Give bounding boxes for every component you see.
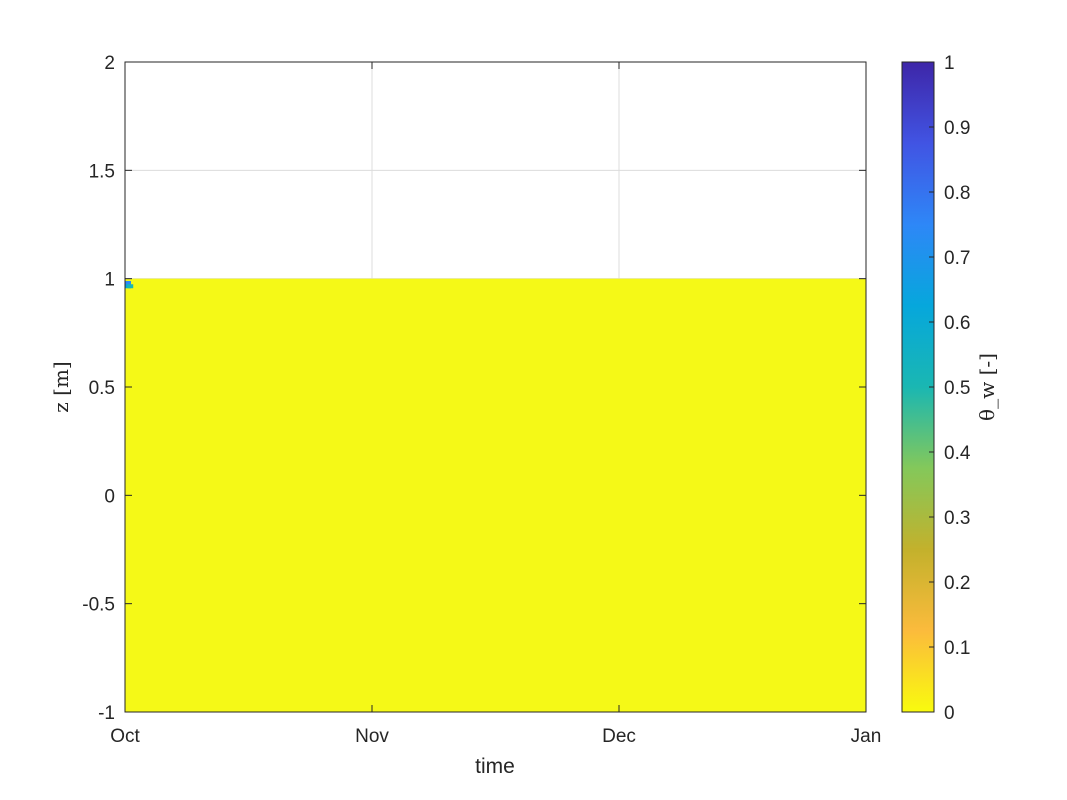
colorbar-tick-label: 0 (944, 703, 955, 724)
heatmap-cell (125, 281, 131, 285)
y-axis-title: z [m] (49, 361, 73, 412)
y-tick-label: 0 (104, 486, 115, 507)
colorbar-tick-label: 0.9 (944, 118, 970, 139)
x-tick-label: Oct (110, 726, 140, 747)
colorbar-tick-label: 1 (944, 53, 955, 74)
heatmap-region (125, 278, 866, 712)
heatmap-field (125, 278, 866, 712)
colorbar-tick-label: 0.3 (944, 508, 970, 529)
y-tick-label: -1 (98, 703, 115, 724)
colorbar-tick-label: 0.8 (944, 183, 970, 204)
y-tick-label: 1.5 (89, 161, 115, 182)
colorbar: 0 0.1 0.2 0.3 0.4 0.5 0.6 0.7 0.8 0.9 1 (901, 53, 971, 724)
y-tick-label: -0.5 (82, 595, 115, 616)
y-tick-label: 1 (104, 270, 115, 291)
x-axis-title: time (475, 755, 515, 778)
x-tick-label: Nov (355, 726, 389, 747)
colorbar-tick-label: 0.2 (944, 573, 970, 594)
colorbar-bar (901, 61, 935, 713)
x-tick-label: Dec (602, 726, 636, 747)
colorbar-tick-label: 0.1 (944, 638, 970, 659)
colorbar-tick-label: 0.5 (944, 378, 970, 399)
y-tick-label: 0.5 (89, 378, 115, 399)
axes: Oct Nov Dec Jan -1 -0.5 0 0.5 1 1.5 2 (82, 53, 881, 747)
heatmap-cell (127, 284, 134, 289)
x-tick-label: Jan (851, 726, 882, 747)
y-tick-label: 2 (104, 53, 115, 74)
colorbar-tick-label: 0.7 (944, 248, 970, 269)
colorbar-tick-label: 0.4 (944, 443, 971, 464)
colorbar-label: θ_w [-] (975, 353, 999, 421)
colorbar-tick-label: 0.6 (944, 313, 970, 334)
